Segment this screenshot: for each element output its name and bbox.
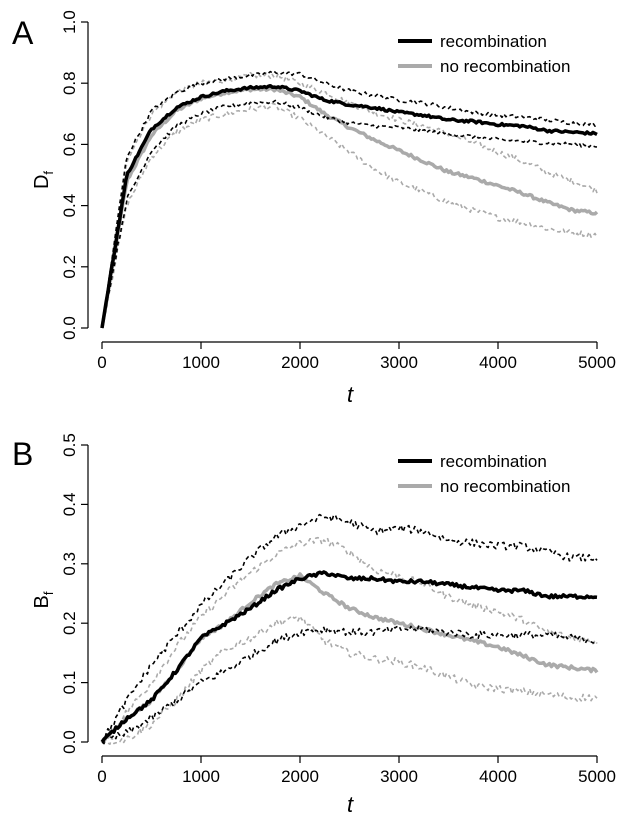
legend-label-recombination: recombination [440,32,547,51]
axes: 0 1000 2000 3000 4000 5000 0.0 0.2 0.4 0.6 0.8 1.0 [60,10,616,372]
x-tick-label: 5000 [578,353,616,372]
confidence-band-line [101,615,598,746]
confidence-band-line [101,536,598,743]
legend-label-recombination: recombination [440,452,547,471]
y-tick-label: 0.5 [60,433,79,457]
x-axis-title: t [347,382,354,407]
y-axis-title: Df [31,171,56,189]
confidence-band-line [101,70,598,329]
panel-b: B Bf t 0 1000 2000 3000 4000 5000 0.0 0.1 0.2 0.3… [12,433,616,817]
legend: recombination no recombination [398,452,570,496]
x-tick-label: 5000 [578,767,616,786]
y-axis-title-main: B [31,595,53,608]
y-tick-label: 0.1 [60,671,79,695]
x-tick-label: 2000 [281,767,319,786]
y-tick-label: 0.8 [60,71,79,95]
y-tick-label: 0.2 [60,611,79,635]
y-tick-label: 0.6 [60,133,79,157]
y-axis-title-main: D [31,175,53,189]
x-tick-label: 0 [97,767,106,786]
panel-a: A Df t 0 1000 2000 3000 4000 5000 0.0 0.2 0.4 0.6… [12,10,616,407]
series-line-no-recombination [101,572,599,744]
series-line-recombination [100,570,598,743]
x-axis-title: t [347,792,354,817]
confidence-band-line [101,102,598,329]
series-line-no-recombination [100,86,599,329]
x-tick-label: 0 [97,353,106,372]
y-tick-label: 0.3 [60,552,79,576]
y-tick-label: 1.0 [60,10,79,34]
y-tick-label: 0.4 [60,194,79,218]
panel-label: A [12,15,34,51]
y-tick-label: 0.0 [60,730,79,754]
x-tick-label: 4000 [479,353,517,372]
y-tick-label: 0.4 [60,493,79,517]
panel-label: B [12,436,33,472]
x-tick-label: 1000 [182,767,220,786]
series-group [100,513,599,746]
x-tick-label: 4000 [479,767,517,786]
series-group [100,70,599,329]
x-tick-label: 3000 [380,353,418,372]
confidence-band-line [101,99,598,329]
legend: recombination no recombination [398,32,570,76]
y-axis-title: Bf [31,591,56,608]
legend-label-no-recombination: no recombination [440,57,570,76]
axes: 0 1000 2000 3000 4000 5000 0.0 0.1 0.2 0.3 0.4 0.5 [60,433,616,786]
x-tick-label: 3000 [380,767,418,786]
legend-label-no-recombination: no recombination [440,477,570,496]
confidence-band-line [101,624,598,745]
series-line-recombination [100,83,598,329]
y-tick-label: 0.2 [60,255,79,279]
y-tick-label: 0.0 [60,316,79,340]
x-tick-label: 2000 [281,353,319,372]
y-axis-title-subscript: f [41,591,56,595]
y-axis-title-subscript: f [41,171,56,175]
x-tick-label: 1000 [182,353,220,372]
confidence-band-line [101,513,598,743]
